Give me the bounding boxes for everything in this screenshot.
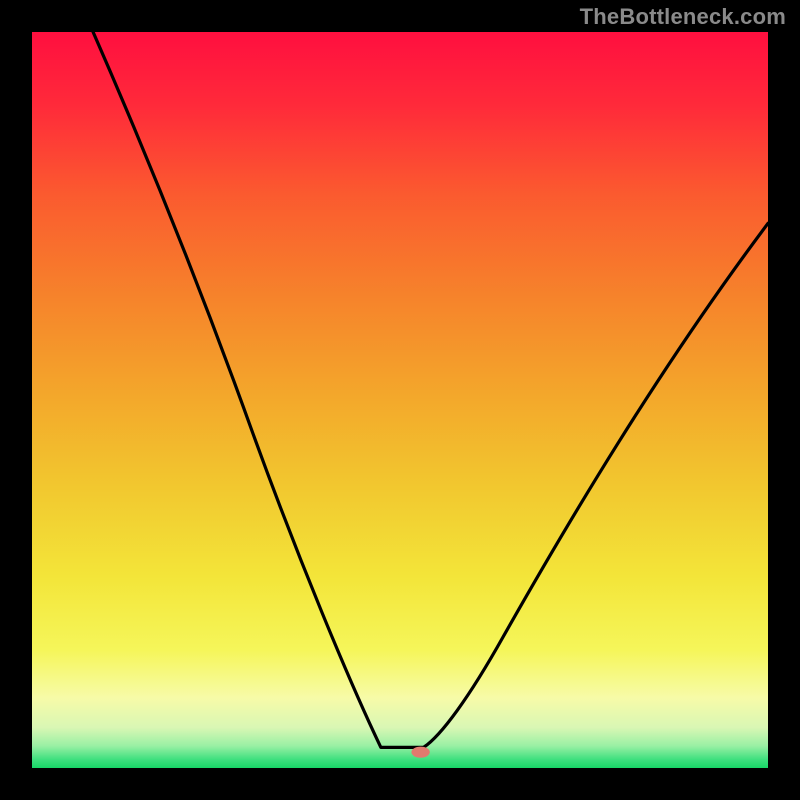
watermark-text: TheBottleneck.com [580, 4, 786, 30]
optimum-marker [411, 747, 429, 758]
plot-area [32, 32, 768, 768]
chart-frame: TheBottleneck.com [0, 0, 800, 800]
gradient-background [32, 32, 768, 768]
chart-svg [32, 32, 768, 768]
